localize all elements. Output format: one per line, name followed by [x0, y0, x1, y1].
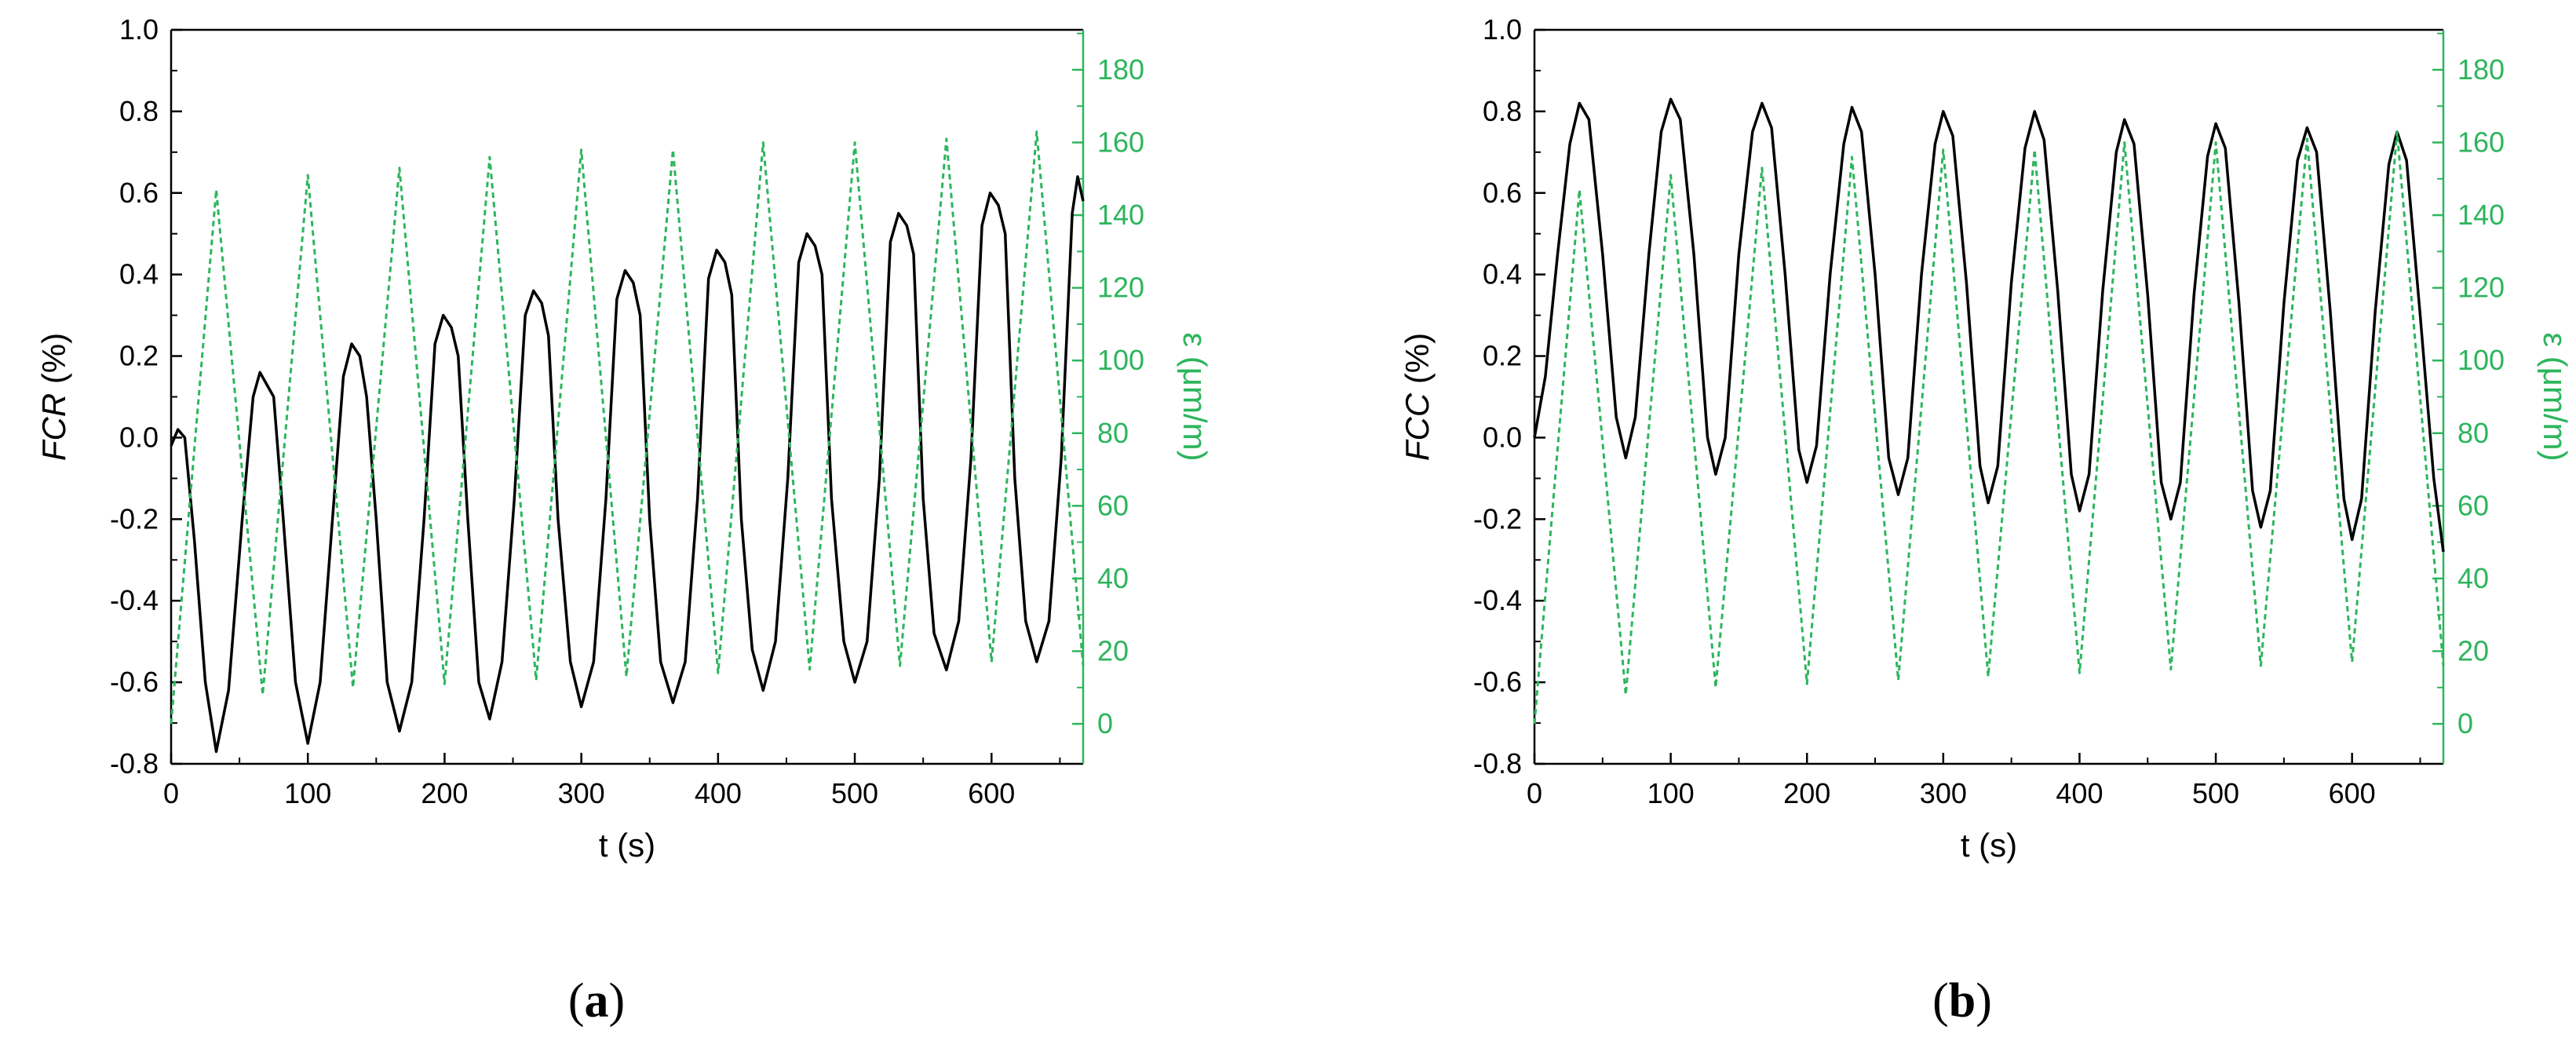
- y-tick-label: 0.2: [1483, 340, 1522, 372]
- y2-tick-label: 20: [2457, 635, 2489, 667]
- y-tick-label: -0.4: [1473, 584, 1522, 616]
- y2-tick-label: 40: [2457, 562, 2489, 594]
- y2-tick-label: 80: [2457, 417, 2489, 449]
- y2-tick-label: 60: [1097, 489, 1129, 521]
- y-tick-label: 0.4: [119, 258, 159, 290]
- fcr-series-line: [170, 175, 1085, 754]
- x-tick-label: 100: [284, 777, 331, 809]
- y-tick-label: -0.6: [1473, 666, 1522, 698]
- strain-series-line: [170, 130, 1085, 725]
- fcr-series-line: [1533, 97, 2445, 553]
- y-axis-label-variable: FCC: [1399, 393, 1436, 461]
- panel-label-open: (: [568, 974, 585, 1028]
- y2-tick-label: 160: [1097, 126, 1144, 158]
- y-tick-label: 0.0: [119, 421, 159, 453]
- panel-label-open: (: [1932, 974, 1949, 1028]
- y2-tick-label: 140: [2457, 199, 2505, 231]
- x-tick-label: 0: [1527, 777, 1542, 809]
- y2-tick-label: 180: [1097, 53, 1144, 86]
- x-tick-label: 0: [163, 777, 179, 809]
- x-tick-label: 300: [558, 777, 605, 809]
- y-axis-label-unit: (%): [35, 333, 72, 393]
- y2-tick-label: 160: [2457, 126, 2505, 158]
- x-tick-label: 600: [968, 777, 1015, 809]
- y-tick-label: -0.2: [110, 502, 159, 535]
- x-tick-label: 100: [1647, 777, 1695, 809]
- x-tick-label: 400: [2056, 777, 2103, 809]
- x-tick-label: 200: [1783, 777, 1830, 809]
- y2-tick-label: 140: [1097, 199, 1144, 231]
- panel-label-close: ): [1976, 974, 1992, 1028]
- x-tick-label: 500: [831, 777, 878, 809]
- y-tick-label: 0.2: [119, 340, 159, 372]
- panel-label-letter: a: [585, 974, 609, 1028]
- y-axis-label: FCR (%): [35, 333, 72, 461]
- chart-panel-a: -0.8 -0.6 -0.4 -0.2 0.0 0.2 0.4 0.6 0.8 1.0 0 100 20…: [35, 13, 1213, 1028]
- y2-tick-label: 80: [1097, 417, 1129, 449]
- y-tick-label: 0.0: [1483, 421, 1522, 453]
- x-tick-label: 600: [2329, 777, 2376, 809]
- y-tick-label: 0.8: [119, 95, 159, 127]
- panel-label: (b): [1932, 974, 1992, 1028]
- y-axis-label-unit: (%): [1399, 333, 1436, 393]
- y-tick-label: 0.6: [119, 177, 159, 209]
- y2-tick-label: 120: [1097, 272, 1144, 304]
- y-axis-label-variable: FCR: [35, 393, 72, 461]
- x-axis-label: t (s): [1961, 827, 2017, 864]
- y-tick-label: 1.0: [119, 13, 159, 46]
- y-tick-label: 0.6: [1483, 177, 1522, 209]
- y-tick-label: -0.4: [110, 584, 159, 616]
- chart-panel-b: -0.8 -0.6 -0.4 -0.2 0.0 0.2 0.4 0.6 0.8 1.0 0 100 20…: [1399, 13, 2574, 1028]
- x-axis-label: t (s): [599, 827, 655, 864]
- x-tick-label: 300: [1920, 777, 1967, 809]
- y2-axis-label: ε (μm/m): [2537, 332, 2574, 461]
- x-tick-label: 400: [695, 777, 742, 809]
- x-tick-label: 500: [2192, 777, 2239, 809]
- y2-tick-label: 60: [2457, 489, 2489, 521]
- strain-series-line: [1533, 130, 2445, 725]
- y-tick-label: -0.6: [110, 666, 159, 698]
- y2-tick-label: 100: [1097, 344, 1144, 376]
- y-tick-label: -0.8: [110, 747, 159, 780]
- panel-label: (a): [568, 974, 625, 1028]
- panel-label-close: ): [609, 974, 626, 1028]
- y-tick-label: 0.8: [1483, 95, 1522, 127]
- y2-tick-label: 120: [2457, 272, 2505, 304]
- y-tick-label: -0.2: [1473, 502, 1522, 535]
- y-axis-label: FCC (%): [1399, 333, 1436, 461]
- y2-tick-label: 20: [1097, 635, 1129, 667]
- y2-tick-label: 180: [2457, 53, 2505, 86]
- y2-tick-label: 0: [1097, 707, 1113, 739]
- y-tick-label: 0.4: [1483, 258, 1522, 290]
- y-tick-label: -0.8: [1473, 747, 1522, 780]
- y-tick-label: 1.0: [1483, 13, 1522, 46]
- y2-tick-label: 100: [2457, 344, 2505, 376]
- y2-tick-label: 0: [2457, 707, 2473, 739]
- y2-tick-label: 40: [1097, 562, 1129, 594]
- y2-axis-label: ε (μm/m): [1177, 332, 1213, 461]
- panel-label-letter: b: [1949, 974, 1976, 1028]
- x-tick-label: 200: [421, 777, 468, 809]
